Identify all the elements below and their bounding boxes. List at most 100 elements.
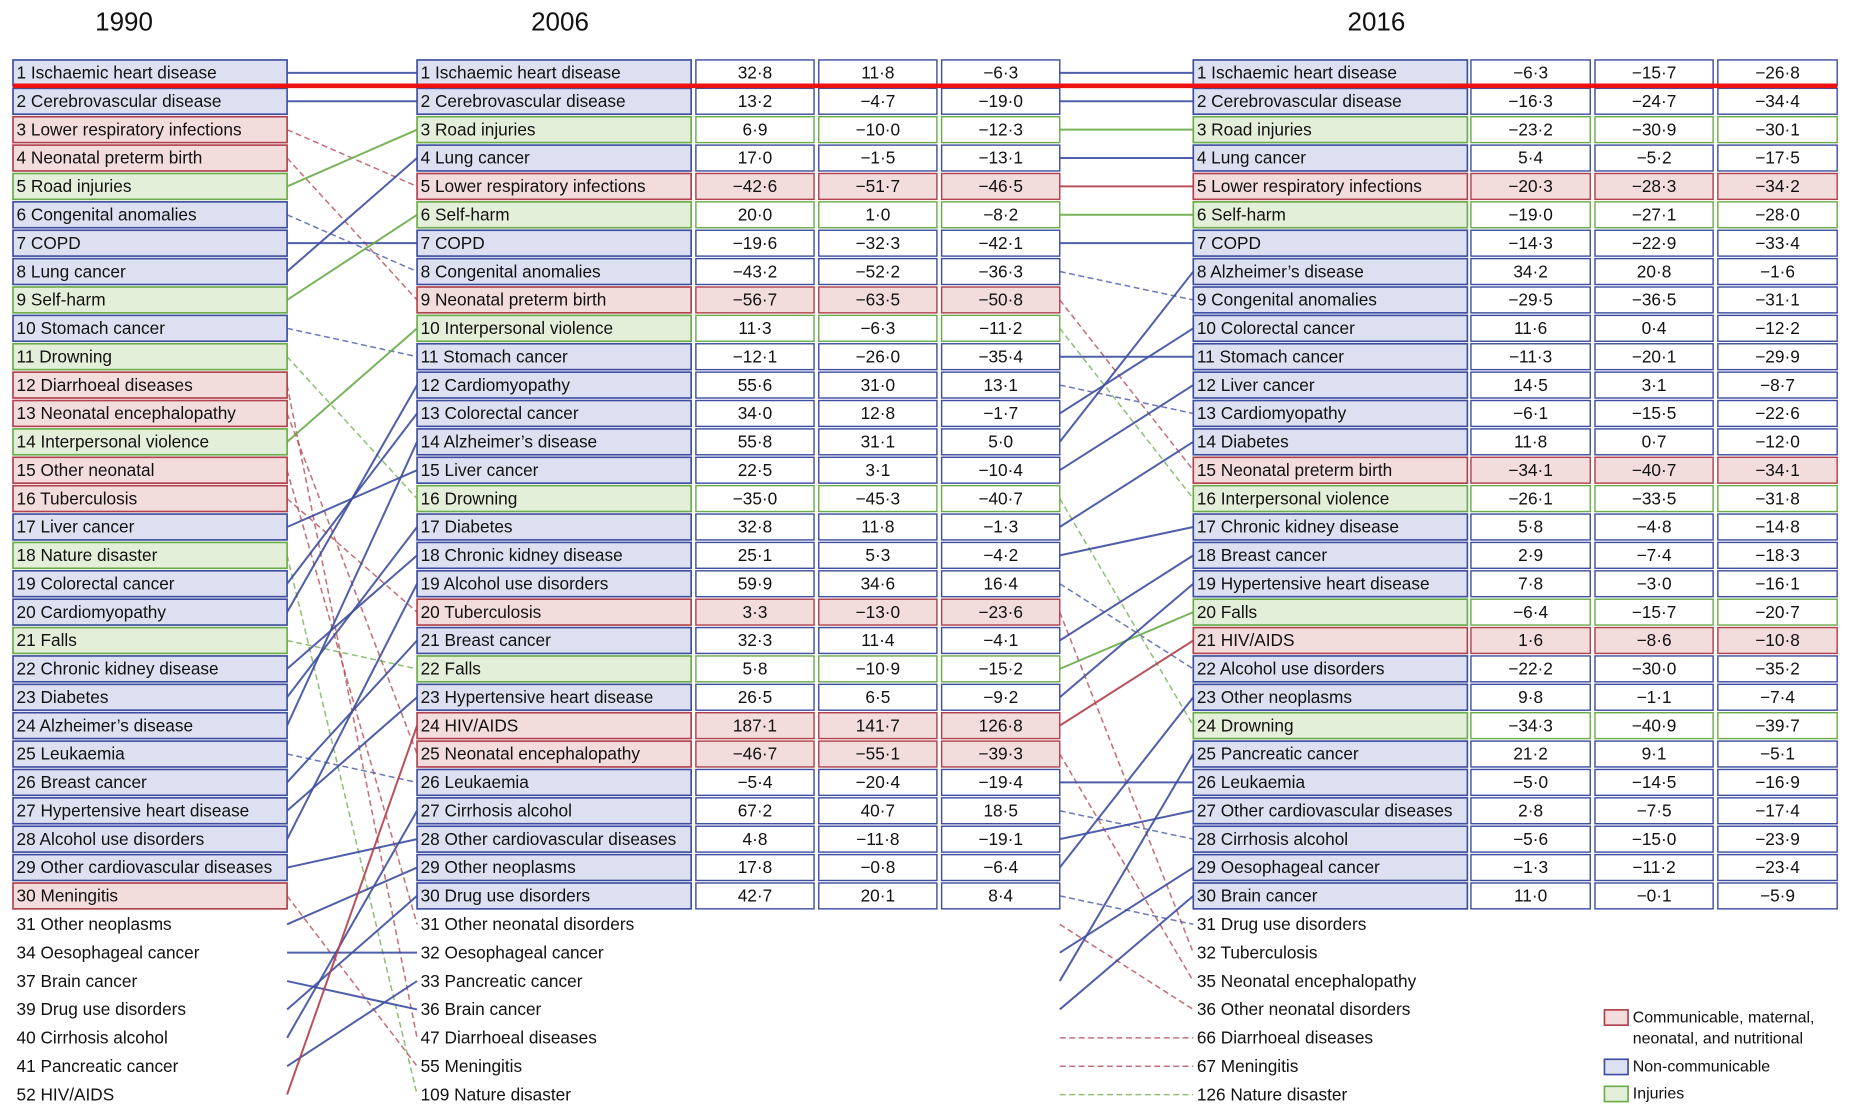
value-text: 14·5 <box>1513 375 1547 395</box>
value-text: −5·0 <box>1513 772 1548 792</box>
value-cell <box>1594 314 1714 342</box>
value-cell <box>818 201 938 229</box>
value-text: −35·2 <box>1755 659 1800 679</box>
value-cell <box>1470 116 1591 144</box>
value-cell <box>1717 399 1838 428</box>
value-text: −4·2 <box>983 545 1018 565</box>
cause-box <box>12 59 288 87</box>
value-text: 11·3 <box>738 318 771 338</box>
cause-box <box>416 825 692 853</box>
value-text: −19·6 <box>733 233 778 253</box>
value-text: −5·9 <box>1760 886 1795 906</box>
cause-box <box>1192 711 1469 740</box>
value-text: −1·1 <box>1637 687 1672 707</box>
cause-label-extra: 32 Tuberculosis <box>1197 942 1318 962</box>
value-cell <box>1594 456 1714 484</box>
cause-label-extra: 109 Nature disaster <box>421 1084 572 1104</box>
cause-label: 14 Alzheimer’s disease <box>421 432 598 452</box>
rank-link <box>1058 270 1195 443</box>
value-text: −24·7 <box>1632 91 1677 111</box>
value-cell <box>940 144 1061 172</box>
value-text: −52·2 <box>856 261 901 281</box>
cause-box <box>416 655 692 683</box>
value-text: 31·1 <box>861 432 895 452</box>
value-cell <box>1594 399 1714 428</box>
rank-link <box>286 441 418 727</box>
cause-label: 8 Alzheimer’s disease <box>1197 261 1364 281</box>
cause-label-extra: 41 Pancreatic cancer <box>17 1056 179 1076</box>
value-cell <box>1470 343 1591 371</box>
value-text: −15·7 <box>1632 602 1677 622</box>
value-text: −15·5 <box>1632 403 1677 423</box>
value-cell <box>940 712 1061 740</box>
value-cell <box>818 598 938 626</box>
cause-box <box>1192 87 1469 116</box>
cause-label: 4 Lung cancer <box>421 148 530 168</box>
rank-link <box>286 725 419 1095</box>
cause-box <box>12 428 288 456</box>
value-cell <box>1594 655 1714 683</box>
value-cell <box>1470 570 1591 598</box>
cause-label: 25 Leukaemia <box>17 744 126 764</box>
rank-link <box>286 128 418 188</box>
cause-label: 4 Lung cancer <box>1197 148 1306 168</box>
value-text: 5·8 <box>743 659 768 679</box>
value-text: −15·2 <box>978 659 1023 679</box>
cause-box <box>1192 229 1469 257</box>
value-text: −26·1 <box>1508 488 1553 508</box>
cells: 1 Ischaemic heart disease 2 Cerebrovascul… <box>12 59 1838 1104</box>
value-text: 11·0 <box>1514 886 1547 906</box>
cause-label: 1 Ischaemic heart disease <box>17 63 217 83</box>
value-cell <box>695 343 815 371</box>
value-text: −16·1 <box>1755 573 1800 593</box>
value-text: −1·6 <box>1760 261 1795 281</box>
cause-label: 15 Other neonatal <box>17 460 155 480</box>
value-cell <box>695 853 815 882</box>
cause-label: 18 Nature disaster <box>17 545 158 565</box>
value-text: −46·5 <box>978 176 1023 196</box>
value-text: −40·9 <box>1632 715 1677 735</box>
value-cell <box>1717 570 1838 598</box>
value-text: 1·6 <box>1518 630 1543 650</box>
value-text: 67·2 <box>738 801 772 821</box>
rank-link <box>1059 639 1194 727</box>
cause-label-extra: 31 Drug use disorders <box>1197 914 1367 934</box>
cause-box <box>1192 825 1469 853</box>
cause-label: 21 Breast cancer <box>421 630 552 650</box>
value-text: −42·1 <box>978 233 1023 253</box>
value-cell <box>1594 172 1714 201</box>
cause-box <box>1192 115 1469 144</box>
value-cell <box>695 484 815 513</box>
value-cell <box>818 626 938 655</box>
rank-link <box>286 555 418 1095</box>
value-text: −35·0 <box>733 488 778 508</box>
cause-box <box>1192 768 1469 797</box>
value-text: −0·1 <box>1637 886 1672 906</box>
cause-box <box>1192 882 1469 910</box>
cause-label-extra: 67 Meningitis <box>1197 1056 1299 1076</box>
cause-box <box>12 541 288 570</box>
cause-box <box>416 456 692 484</box>
value-text: 5·0 <box>988 432 1013 452</box>
cause-box <box>12 598 288 626</box>
legend-label: Non-communicable <box>1633 1059 1771 1076</box>
value-cell <box>1717 882 1838 910</box>
value-cell <box>940 513 1061 541</box>
value-cell <box>1717 314 1838 342</box>
value-cell <box>818 740 938 768</box>
value-text: 4·8 <box>743 829 768 849</box>
rank-link <box>286 895 418 1067</box>
value-text: −19·1 <box>978 829 1023 849</box>
cause-box <box>1192 683 1469 712</box>
value-text: −7·5 <box>1637 801 1672 821</box>
value-text: −11·3 <box>1509 346 1552 366</box>
value-cell <box>1594 570 1714 598</box>
value-cell <box>940 797 1061 825</box>
cause-box <box>12 286 288 314</box>
cause-box <box>12 825 288 853</box>
cause-label: 28 Alcohol use disorders <box>17 829 205 849</box>
value-cell <box>940 399 1061 428</box>
value-cell <box>1470 712 1591 740</box>
value-cell <box>818 797 938 825</box>
